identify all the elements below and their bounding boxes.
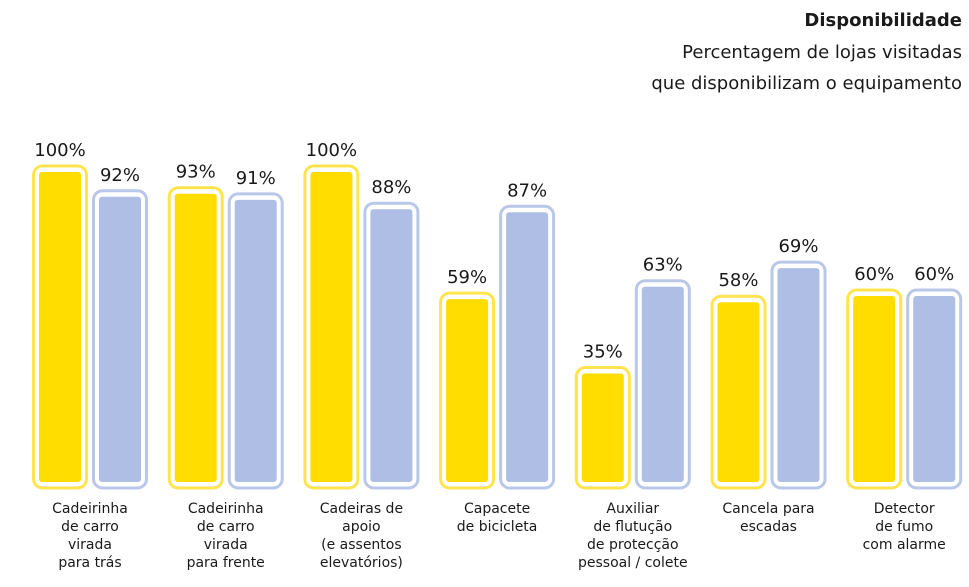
value-label: 91% bbox=[236, 168, 276, 189]
x-tick-label: Detector de fumo com alarme bbox=[863, 501, 946, 553]
bar bbox=[174, 193, 217, 482]
value-label: 60% bbox=[914, 264, 954, 285]
bar-outline bbox=[167, 186, 224, 490]
bar-outline bbox=[634, 279, 691, 490]
value-label: 100% bbox=[306, 140, 357, 161]
bar bbox=[641, 286, 684, 482]
bar bbox=[913, 296, 956, 482]
x-tick-label: Cadeirinha de carro virada para trás bbox=[52, 501, 128, 571]
chart-title: Disponibilidade bbox=[804, 10, 962, 31]
value-label: 60% bbox=[854, 264, 894, 285]
bar bbox=[99, 196, 141, 483]
chart-subtitle: Percentagem de lojas visitadas que dispon… bbox=[651, 42, 962, 94]
x-tick-label: Capacete de bicicleta bbox=[457, 501, 538, 535]
bar-outline bbox=[32, 164, 88, 490]
bar bbox=[39, 172, 81, 482]
bar bbox=[506, 212, 549, 483]
x-tick-label: Cancela para escadas bbox=[722, 501, 814, 535]
value-label: 93% bbox=[176, 162, 216, 183]
value-label: 58% bbox=[718, 270, 758, 291]
bar-outline bbox=[439, 291, 496, 490]
bar-outline bbox=[92, 189, 148, 490]
value-label: 69% bbox=[778, 236, 818, 257]
bar-outline bbox=[846, 288, 903, 490]
bar-outline bbox=[303, 164, 360, 490]
value-label: 59% bbox=[447, 267, 487, 288]
bar bbox=[310, 172, 353, 482]
value-label: 100% bbox=[34, 140, 85, 161]
value-label: 92% bbox=[100, 165, 140, 186]
x-tick-label: Cadeiras de apoio (e assentos elevatórios) bbox=[320, 501, 403, 571]
bar-outline bbox=[227, 192, 284, 490]
bar-outline bbox=[770, 260, 827, 490]
bar bbox=[853, 296, 896, 482]
bar bbox=[446, 299, 489, 482]
bar bbox=[370, 209, 413, 482]
value-label: 87% bbox=[507, 180, 547, 201]
bar-outline bbox=[906, 288, 963, 490]
bar bbox=[581, 373, 624, 482]
x-tick-label: Auxiliar de flutução de protecção pessoal /… bbox=[578, 501, 688, 571]
value-label: 63% bbox=[643, 255, 683, 276]
bar bbox=[777, 268, 820, 482]
x-tick-label: Cadeirinha de carro virada para frente bbox=[187, 501, 265, 571]
bar bbox=[717, 302, 760, 482]
bar-outline bbox=[499, 204, 556, 490]
bar-outline bbox=[363, 201, 420, 490]
value-label: 88% bbox=[371, 177, 411, 198]
bar bbox=[234, 199, 277, 482]
bar-outline bbox=[574, 366, 631, 490]
bar-outline bbox=[710, 294, 767, 490]
value-label: 35% bbox=[583, 342, 623, 363]
